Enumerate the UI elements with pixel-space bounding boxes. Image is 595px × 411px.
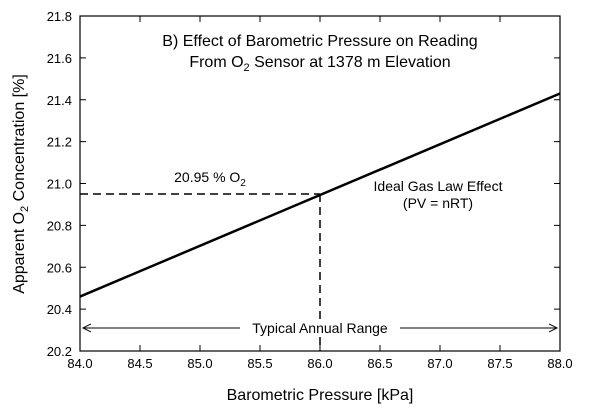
range-label-background xyxy=(240,319,400,336)
range-arrow-head-left xyxy=(81,323,92,333)
series-line xyxy=(79,92,561,298)
x-tick-label: 84.5 xyxy=(127,356,152,371)
y-tick-label: 20.4 xyxy=(47,302,72,317)
chart-title-line1: B) Effect of Barometric Pressure on Read… xyxy=(162,33,477,50)
x-axis-label: Barometric Pressure [kPa] xyxy=(227,387,414,404)
range-arrow-head-right xyxy=(548,323,559,333)
x-tick-label: 85.5 xyxy=(247,356,272,371)
y-tick-label: 20.8 xyxy=(47,218,72,233)
y-axis-label: Apparent O2 Concentration [%] xyxy=(11,74,31,294)
y-tick-label: 20.6 xyxy=(47,260,72,275)
x-tick-label: 87.5 xyxy=(487,356,512,371)
x-tick-label: 88.0 xyxy=(547,356,572,371)
ticks-layer: 84.0 84.5 85.0 85.5 86.0 86.5 87.0 87.5 88.0 20.2… xyxy=(47,9,573,371)
x-tick-label: 86.0 xyxy=(307,356,332,371)
series-layer xyxy=(79,92,561,298)
y-tick-label: 21.0 xyxy=(47,177,72,192)
x-tick-label: 87.0 xyxy=(427,356,452,371)
range-label: Typical Annual Range xyxy=(252,320,388,336)
x-tick-label: 84.0 xyxy=(67,356,92,371)
ideal-gas-annotation-line1: Ideal Gas Law Effect xyxy=(374,178,503,194)
x-tick-label: 85.0 xyxy=(187,356,212,371)
y-tick-label: 21.8 xyxy=(47,9,72,24)
x-tick-label: 86.5 xyxy=(367,356,392,371)
y-tick-label: 21.2 xyxy=(47,135,72,150)
y-tick-label: 20.2 xyxy=(47,344,72,359)
y-tick-label: 21.6 xyxy=(47,51,72,66)
chart-title-line2: From O2 Sensor at 1378 m Elevation xyxy=(189,54,450,74)
ideal-gas-annotation-line2: (PV = nRT) xyxy=(403,195,473,211)
y-tick-label: 21.4 xyxy=(47,93,72,108)
reference-label: 20.95 % O2 xyxy=(174,169,246,189)
